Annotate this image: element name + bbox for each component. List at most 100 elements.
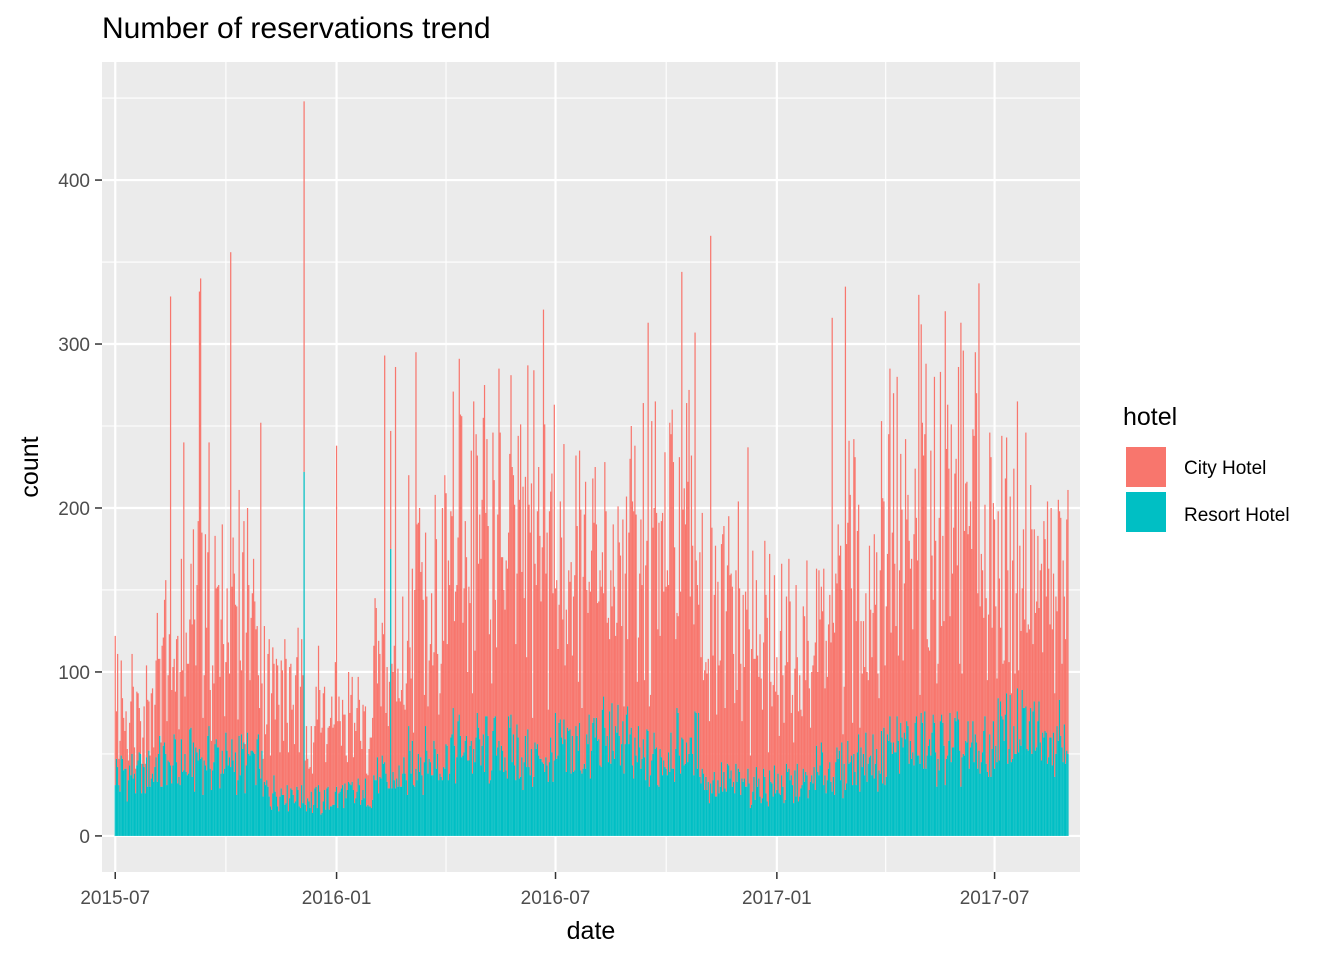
bar-resort-hotel xyxy=(750,804,753,836)
bar-city-hotel xyxy=(246,507,249,733)
bar-resort-hotel xyxy=(444,768,446,836)
bar-city-hotel xyxy=(767,752,770,807)
bar-resort-hotel xyxy=(781,775,783,836)
bar-resort-hotel xyxy=(119,791,121,836)
bar-city-hotel xyxy=(586,589,588,735)
bar-city-hotel xyxy=(292,704,294,795)
bar-city-hotel xyxy=(604,462,606,728)
bar-city-hotel xyxy=(817,671,819,772)
bar-resort-hotel xyxy=(527,729,529,836)
bar-city-hotel xyxy=(700,657,702,784)
bar-resort-hotel xyxy=(699,776,701,836)
bar-resort-hotel xyxy=(278,811,280,836)
bar-resort-hotel xyxy=(264,785,267,836)
bar-city-hotel xyxy=(966,481,968,743)
bar-resort-hotel xyxy=(1014,753,1016,836)
bar-city-hotel xyxy=(1022,529,1025,709)
bar-city-hotel xyxy=(298,752,300,807)
bar-resort-hotel xyxy=(172,765,174,836)
bar-resort-hotel xyxy=(138,752,140,836)
bar-city-hotel xyxy=(704,670,706,791)
bar-city-hotel xyxy=(520,424,522,777)
bar-city-hotel xyxy=(663,591,665,761)
bar-city-hotel xyxy=(692,545,694,754)
bar-resort-hotel xyxy=(433,740,435,836)
bar-city-hotel xyxy=(601,552,604,710)
bar-resort-hotel xyxy=(723,771,725,836)
bar-resort-hotel xyxy=(518,778,521,836)
bar-city-hotel xyxy=(477,563,480,728)
bar-city-hotel xyxy=(485,512,487,717)
bar-resort-hotel xyxy=(724,788,726,836)
bar-resort-hotel xyxy=(120,755,122,836)
bar-city-hotel xyxy=(728,516,730,766)
bar-resort-hotel xyxy=(1007,763,1009,836)
bar-resort-hotel xyxy=(1037,721,1039,836)
bar-city-hotel xyxy=(1006,437,1008,694)
bar-resort-hotel xyxy=(1043,737,1045,836)
bar-city-hotel xyxy=(726,565,729,764)
bar-resort-hotel xyxy=(297,790,299,836)
bar-city-hotel xyxy=(874,604,877,764)
bar-resort-hotel xyxy=(696,768,699,836)
bar-resort-hotel xyxy=(487,735,489,836)
bar-city-hotel xyxy=(929,650,931,740)
bar-resort-hotel xyxy=(542,763,545,836)
bar-resort-hotel xyxy=(319,791,321,836)
bar-resort-hotel xyxy=(765,793,767,836)
bar-city-hotel xyxy=(666,570,669,776)
bar-resort-hotel xyxy=(219,788,221,836)
bar-resort-hotel xyxy=(392,771,394,836)
bar-resort-hotel xyxy=(1036,747,1038,836)
bar-resort-hotel xyxy=(848,763,850,836)
bar-resort-hotel xyxy=(583,763,585,836)
bar-resort-hotel xyxy=(322,801,324,836)
bar-city-hotel xyxy=(1015,593,1017,754)
bar-city-hotel xyxy=(529,532,531,776)
bar-city-hotel xyxy=(169,296,172,766)
bar-city-hotel xyxy=(382,634,385,764)
bar-city-hotel xyxy=(295,675,297,802)
bar-resort-hotel xyxy=(734,793,736,836)
bar-city-hotel xyxy=(550,491,552,738)
bar-resort-hotel xyxy=(375,780,377,836)
bar-resort-hotel xyxy=(304,804,306,836)
bar-resort-hotel xyxy=(665,768,667,836)
bar-resort-hotel xyxy=(572,771,575,836)
bar-resort-hotel xyxy=(647,730,649,836)
bar-city-hotel xyxy=(967,534,969,722)
bar-resort-hotel xyxy=(249,755,251,836)
bar-city-hotel xyxy=(343,714,345,809)
bar-city-hotel xyxy=(445,493,447,745)
bar-city-hotel xyxy=(553,404,555,761)
bar-resort-hotel xyxy=(224,768,226,836)
bar-city-hotel xyxy=(271,693,273,810)
bar-resort-hotel xyxy=(1062,762,1064,836)
bar-resort-hotel xyxy=(376,757,379,836)
bar-city-hotel xyxy=(986,680,988,772)
bar-resort-hotel xyxy=(121,758,124,836)
bar-resort-hotel xyxy=(440,776,442,836)
bar-resort-hotel xyxy=(463,752,465,836)
bar-resort-hotel xyxy=(305,811,308,836)
bar-resort-hotel xyxy=(871,775,873,836)
bar-city-hotel xyxy=(752,550,754,792)
bar-city-hotel xyxy=(157,658,160,754)
bar-city-hotel xyxy=(458,358,460,715)
bar-resort-hotel xyxy=(332,804,334,836)
bar-city-hotel xyxy=(772,685,774,797)
bar-resort-hotel xyxy=(986,771,988,836)
bar-city-hotel xyxy=(334,662,336,792)
bar-city-hotel xyxy=(275,658,278,797)
bar-city-hotel xyxy=(153,747,155,782)
bar-resort-hotel xyxy=(529,775,531,836)
x-tick-label: 2016-01 xyxy=(302,888,372,909)
bar-city-hotel xyxy=(435,539,438,769)
bar-city-hotel xyxy=(924,434,926,712)
bar-resort-hotel xyxy=(379,776,381,836)
bar-city-hotel xyxy=(313,742,315,805)
bar-city-hotel xyxy=(1046,501,1049,764)
bar-city-hotel xyxy=(453,621,456,746)
bar-city-hotel xyxy=(1055,596,1057,754)
bar-resort-hotel xyxy=(1034,750,1037,836)
